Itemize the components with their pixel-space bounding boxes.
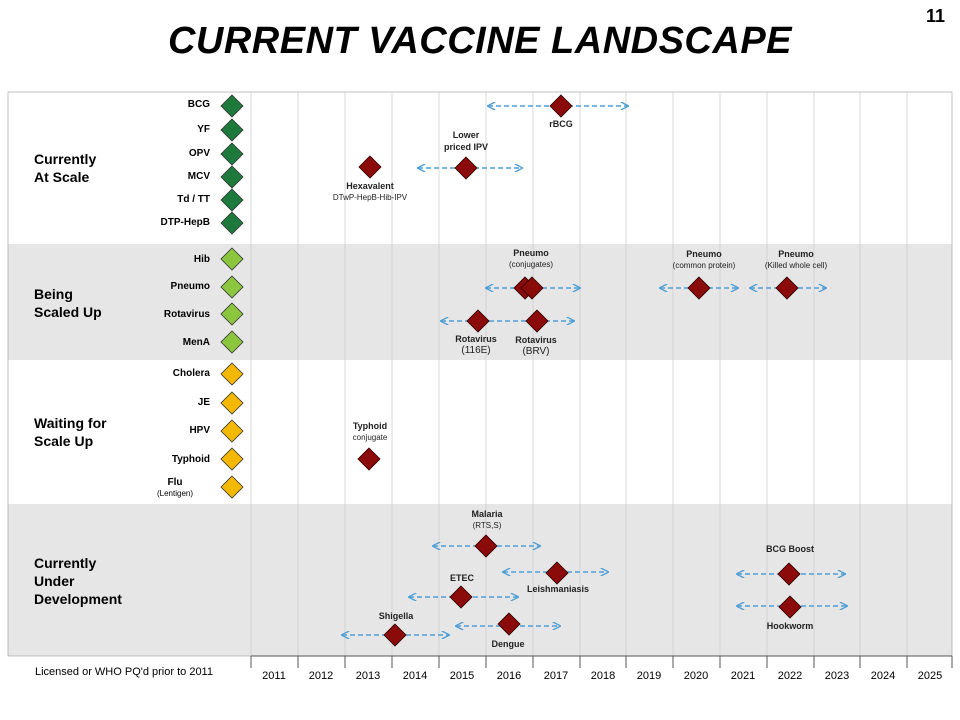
band-title-scaled-up: Being Scaled Up — [34, 286, 102, 320]
diamond-dtp-hepb — [220, 211, 244, 235]
band-title-development: Currently Under Development — [34, 555, 122, 607]
diamond-mena — [220, 330, 244, 354]
diamond-pneumo — [220, 275, 244, 299]
diamond-hib — [220, 247, 244, 271]
diamond-bcg — [220, 94, 244, 118]
item-label-dtp-hepb: DTP-HepB — [160, 217, 210, 228]
pipeline-diamond-pneumo-common — [687, 276, 711, 300]
year-label: 2020 — [683, 670, 709, 682]
diamond-hpv — [220, 419, 244, 443]
year-label: 2015 — [449, 670, 475, 682]
page-title: CURRENT VACCINE LANDSCAPE — [167, 20, 793, 62]
item-label-hpv: HPV — [189, 425, 210, 436]
item-label-cholera: Cholera — [172, 368, 210, 379]
label-hexavalent: Hexavalent DTwP-HepB-Hib-IPV — [332, 181, 408, 202]
band-development — [8, 504, 952, 656]
diamond-cholera — [220, 362, 244, 386]
label-pneumo-conj: Pneumo (conjugates) — [508, 248, 554, 269]
item-label-hib: Hib — [193, 254, 210, 265]
pipeline-diamond-rota-brv — [525, 309, 549, 333]
label-malaria: Malaria (RTS,S) — [471, 509, 503, 530]
label-pneumo-common: Pneumo (common protein) — [672, 249, 736, 270]
item-label-je: JE — [197, 397, 210, 408]
year-label: 2024 — [870, 670, 896, 682]
year-label: 2022 — [777, 670, 803, 682]
pipeline-diamond-bcg-boost — [777, 562, 801, 586]
year-label: 2023 — [824, 670, 850, 682]
pipeline-diamond-rota-116e — [466, 309, 490, 333]
year-label: 2013 — [355, 670, 381, 682]
pipeline-diamond-hookworm — [778, 595, 802, 619]
label-typhoid-conj: Typhoid conjugate — [352, 421, 388, 442]
pipeline-diamond-pneumo-conj-2 — [520, 276, 544, 300]
label-rbcg: rBCG — [549, 119, 573, 129]
diamond-typhoid — [220, 447, 244, 471]
label-hookworm: Hookworm — [766, 621, 814, 631]
item-label-typhoid: Typhoid — [171, 454, 210, 465]
pipeline-diamond-dengue — [497, 612, 521, 636]
pipeline-diamond-etec — [449, 585, 473, 609]
year-label: 2012 — [308, 670, 334, 682]
pipeline-diamond-lower-ipv — [454, 156, 478, 180]
year-label: 2021 — [730, 670, 756, 682]
pipeline-diamond-rbcg — [549, 94, 573, 118]
label-lower-ipv: Lower priced IPV — [443, 130, 488, 152]
diamond-mcv — [220, 165, 244, 189]
label-bcg-boost: BCG Boost — [766, 544, 814, 554]
item-label-yf: YF — [197, 124, 210, 135]
pipeline-diamond-hexavalent — [358, 155, 382, 179]
year-label: 2011 — [262, 670, 286, 682]
page-number: 11 — [926, 6, 946, 26]
diamond-yf — [220, 118, 244, 142]
label-shigella: Shigella — [378, 611, 414, 621]
year-label: 2019 — [636, 670, 662, 682]
item-label-td-tt: Td / TT — [177, 194, 210, 205]
band-scaled-up — [8, 244, 952, 360]
item-label-rotavirus: Rotavirus — [163, 309, 210, 320]
pipeline-diamond-leish — [545, 561, 569, 585]
pipeline-diamond-shigella — [383, 623, 407, 647]
item-label-opv: OPV — [188, 148, 210, 159]
item-label-flu: Flu (Lentigen) — [156, 477, 194, 498]
year-label: 2017 — [543, 670, 569, 682]
label-leish: Leishmaniasis — [526, 584, 590, 594]
band-waiting — [8, 360, 952, 504]
item-label-mena: MenA — [182, 337, 210, 348]
footer-note: Licensed or WHO PQ'd prior to 2011 — [35, 666, 213, 678]
label-etec: ETEC — [449, 573, 474, 583]
label-rota-116e: Rotavirus (116E) — [455, 334, 497, 356]
diamond-je — [220, 391, 244, 415]
year-label: 2018 — [590, 670, 616, 682]
label-rota-brv: Rotavirus (BRV) — [515, 335, 557, 357]
label-pneumo-killed: Pneumo (Killed whole cell) — [764, 249, 828, 270]
year-label: 2025 — [917, 670, 943, 682]
pipeline-diamond-malaria — [474, 534, 498, 558]
item-label-bcg: BCG — [187, 99, 210, 110]
diamond-flu — [220, 475, 244, 499]
year-label: 2014 — [402, 670, 428, 682]
pipeline-diamond-pneumo-killed — [775, 276, 799, 300]
item-label-pneumo: Pneumo — [170, 281, 210, 292]
year-label: 2016 — [496, 670, 522, 682]
pipeline-diamond-typhoid-conj — [357, 447, 381, 471]
diamond-opv — [220, 142, 244, 166]
diamond-td-tt — [220, 188, 244, 212]
label-dengue: Dengue — [491, 639, 525, 649]
band-title-waiting: Waiting for Scale Up — [34, 415, 107, 449]
diamond-rotavirus — [220, 302, 244, 326]
item-label-mcv: MCV — [187, 171, 210, 182]
band-title-at-scale: Currently At Scale — [34, 151, 97, 185]
